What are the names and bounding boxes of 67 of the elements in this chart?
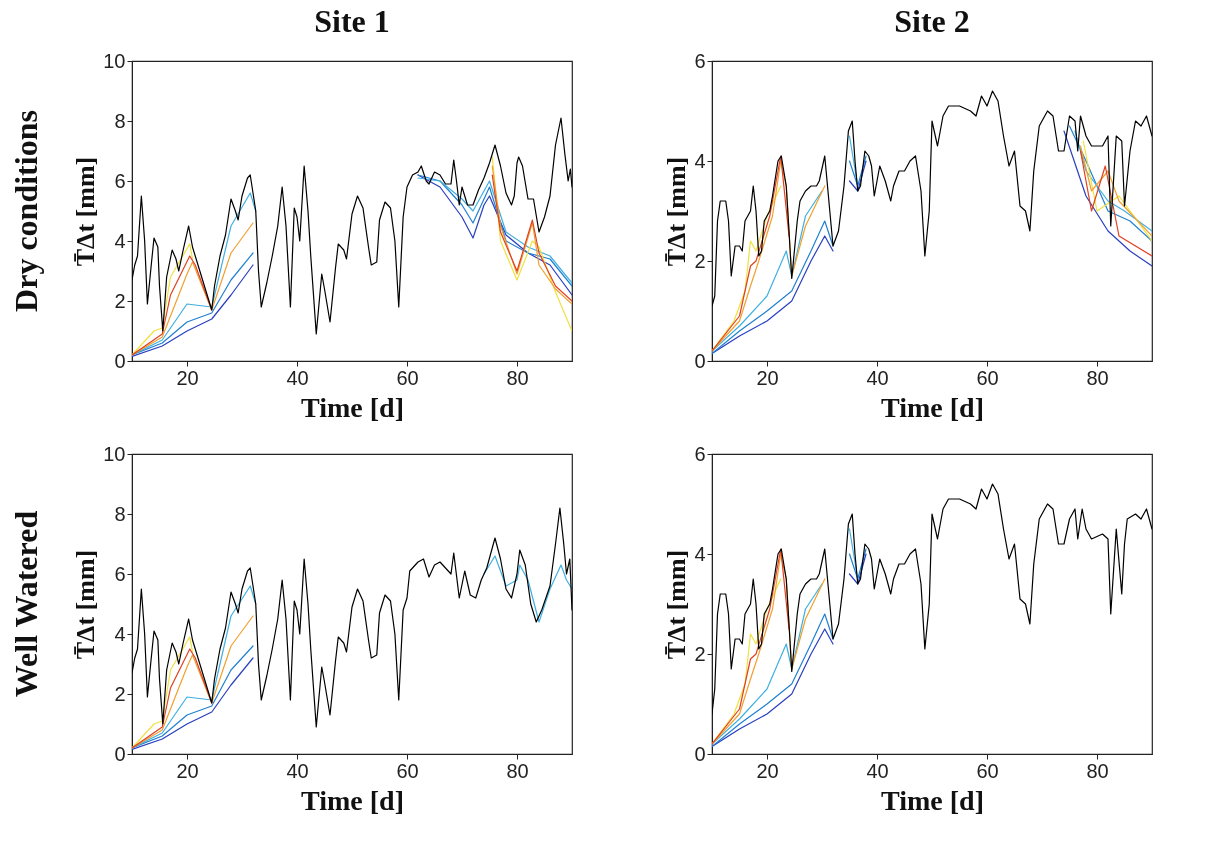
x-tick-label: 80 [1086,366,1109,389]
y-axis-title: T̄Δt [mm] [662,156,692,267]
y-tick-label: 2 [114,682,126,705]
line-series [712,548,790,745]
x-tick-label: 60 [976,366,999,389]
line-series [712,155,790,352]
x-tick-label: 20 [756,759,779,782]
text: Dry conditions [8,110,44,312]
line-series [712,190,823,352]
x-tick-label: 60 [976,759,999,782]
x-axis-title: Time [d] [301,391,404,423]
line-series [132,636,194,749]
y-tick-label: 2 [114,289,126,312]
line-series [132,222,254,356]
y-tick-label: 8 [114,502,126,525]
x-tick-label: 60 [396,759,419,782]
chart-title: Site 2 [894,3,970,39]
y-tick-label: 4 [694,542,706,565]
y-tick-label: 6 [694,49,706,72]
y-tick-label: 4 [114,622,126,645]
y-tick-label: 6 [114,169,126,192]
x-axis-title: Time [d] [301,784,404,816]
line-series [132,243,194,356]
y-tick-label: 6 [694,442,706,465]
line-series [132,615,254,749]
line-series [483,555,572,623]
x-axis-title: Time [d] [881,784,984,816]
line-series [712,483,1152,715]
x-axis-title: Time [d] [881,391,984,423]
line-series [1063,130,1152,267]
text: Well Watered [8,510,44,698]
x-tick-label: 20 [756,366,779,389]
y-tick-label: 0 [694,349,706,372]
line-series [1068,125,1152,242]
line-series [1079,150,1152,257]
y-tick-label: 6 [114,562,126,585]
x-tick-label: 40 [866,759,889,782]
y-tick-label: 0 [694,742,706,765]
y-tick-label: 0 [114,349,126,372]
line-series [712,90,1152,307]
line-series [132,648,213,749]
x-tick-label: 40 [286,366,309,389]
y-tick-label: 4 [694,149,706,172]
x-tick-label: 60 [396,366,419,389]
line-series [132,255,213,356]
chart-title: Site 1 [314,3,390,39]
y-axis-title: T̄Δt [mm] [662,549,692,660]
y-tick-label: 8 [114,109,126,132]
x-tick-label: 40 [866,366,889,389]
x-tick-label: 80 [506,366,529,389]
y-axis-title: T̄Δt [mm] [71,549,101,660]
y-tick-label: 2 [694,249,706,272]
y-axis-title: T̄Δt [mm] [71,156,101,267]
x-tick-label: 20 [176,366,199,389]
line-series [132,507,572,728]
x-tick-label: 80 [1086,759,1109,782]
line-series [712,583,823,745]
y-tick-label: 2 [694,642,706,665]
y-tick-label: 4 [114,229,126,252]
y-tick-label: 10 [103,442,126,465]
x-tick-label: 20 [176,759,199,782]
y-tick-label: 10 [103,49,126,72]
y-tick-label: 0 [114,742,126,765]
line-series [132,117,572,335]
x-tick-label: 40 [286,759,309,782]
x-tick-label: 80 [506,759,529,782]
line-series [1074,130,1152,232]
